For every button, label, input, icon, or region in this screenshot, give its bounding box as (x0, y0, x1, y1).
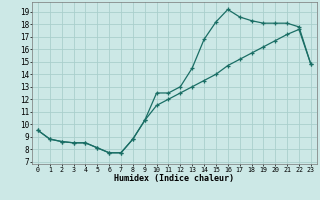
X-axis label: Humidex (Indice chaleur): Humidex (Indice chaleur) (115, 174, 234, 183)
